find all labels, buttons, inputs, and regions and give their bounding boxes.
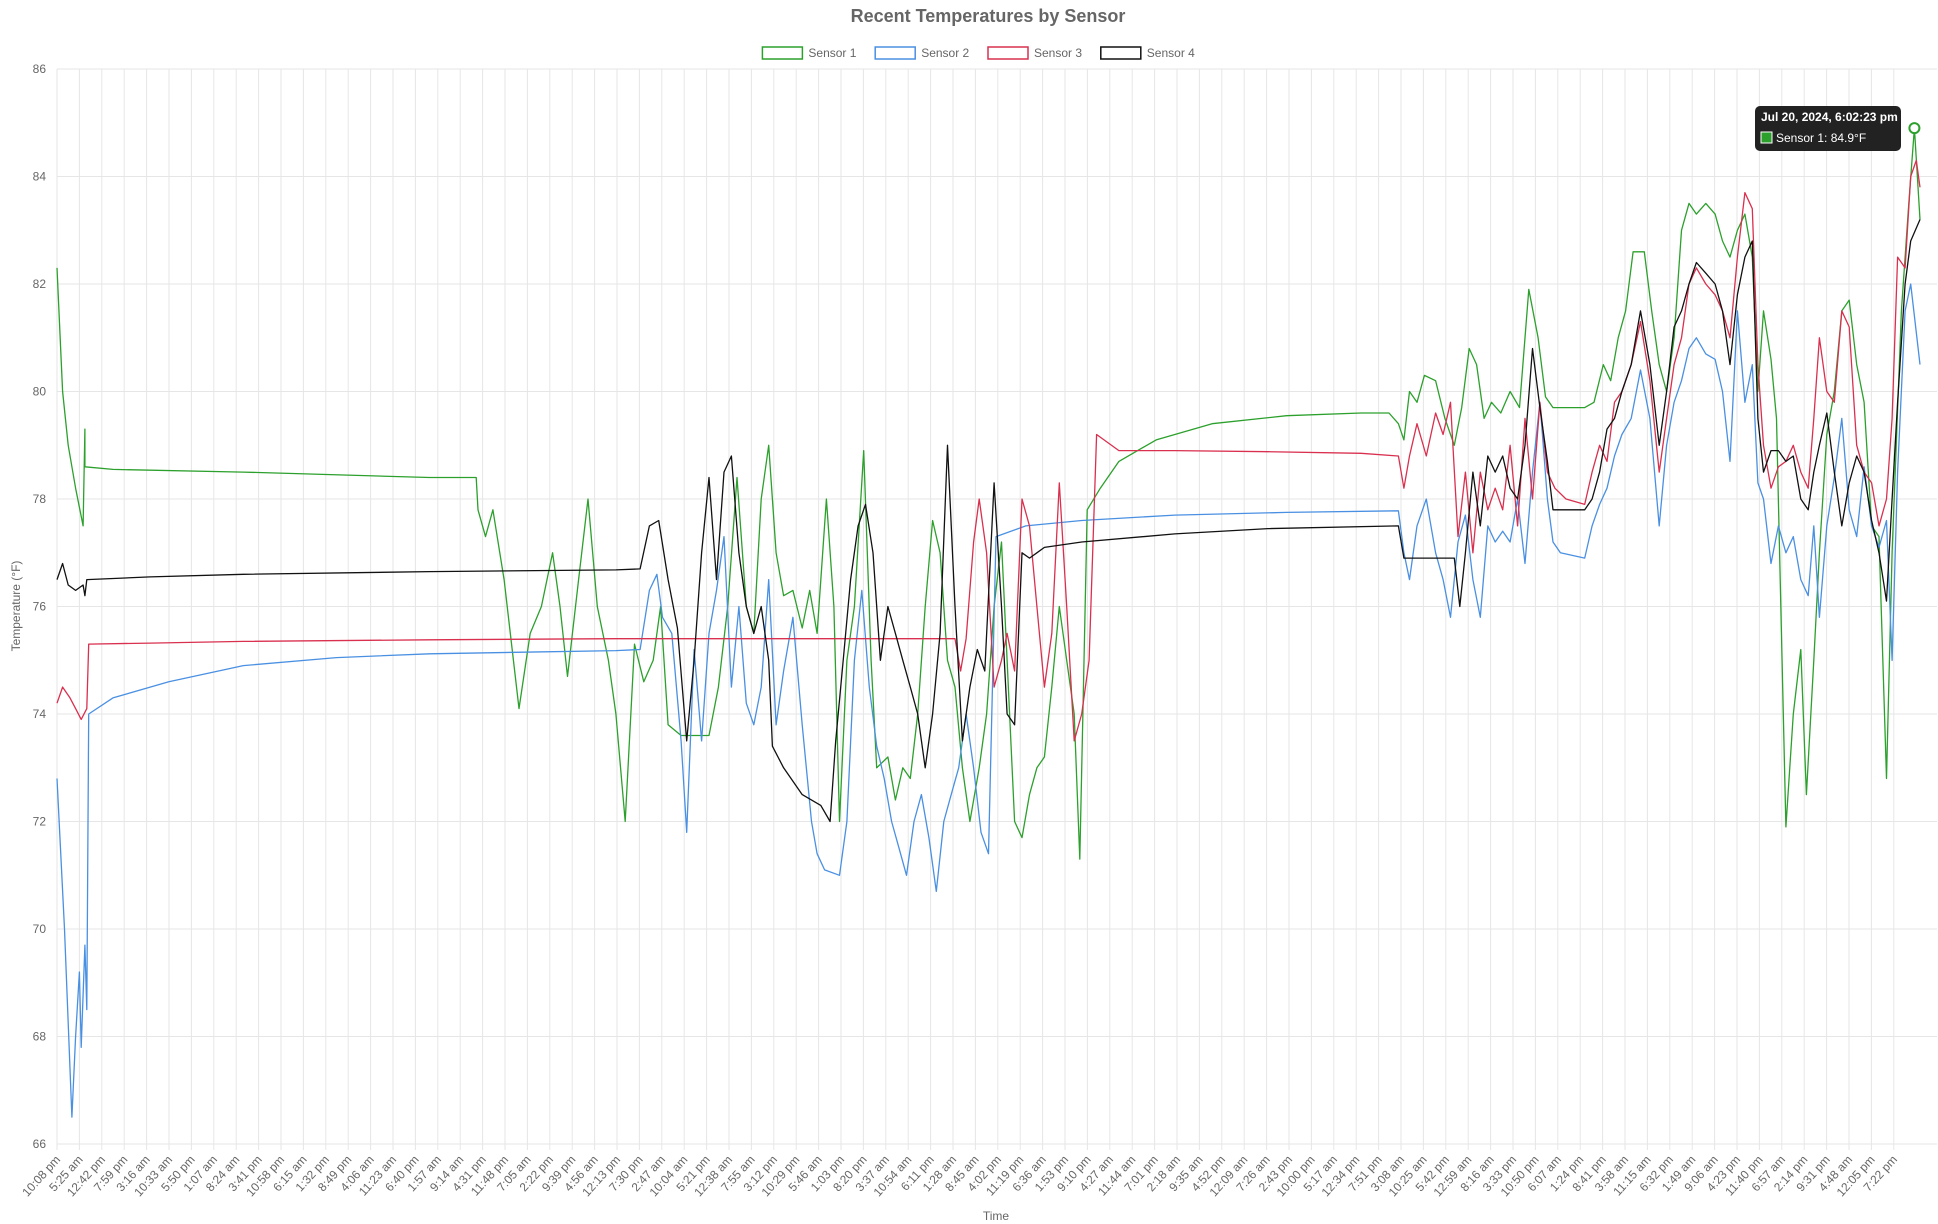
y-tick-label: 68 xyxy=(33,1030,47,1044)
series-line-sensor-3[interactable] xyxy=(56,159,1921,742)
legend[interactable]: Sensor 1 Sensor 2 Sensor 3 Sensor 4 xyxy=(761,46,1195,60)
tooltip-value: Sensor 1: 84.9°F xyxy=(1776,131,1866,145)
series-line-sensor-4[interactable] xyxy=(56,219,1921,823)
chart-title: Recent Temperatures by Sensor xyxy=(851,6,1126,26)
legend-label: Sensor 4 xyxy=(1147,46,1195,60)
legend-item-sensor-4[interactable]: Sensor 4 xyxy=(1100,46,1195,60)
tooltip-title: Jul 20, 2024, 6:02:23 pm xyxy=(1761,110,1898,124)
y-axis-title: Temperature (°F) xyxy=(9,561,23,652)
y-tick-label: 78 xyxy=(33,492,47,506)
y-tick-label: 74 xyxy=(33,707,47,721)
y-tick-label: 72 xyxy=(33,815,47,829)
series-line-sensor-2[interactable] xyxy=(56,283,1921,1118)
tooltip-box xyxy=(1755,106,1901,151)
tooltip: Jul 20, 2024, 6:02:23 pm Sensor 1: 84.9°… xyxy=(1755,106,1921,151)
legend-swatch xyxy=(987,46,1029,60)
legend-item-sensor-1[interactable]: Sensor 1 xyxy=(761,46,857,60)
legend-item-sensor-3[interactable]: Sensor 3 xyxy=(987,46,1082,60)
y-axis-ticks: 66 68 70 72 74 76 78 80 82 84 86 xyxy=(33,62,47,1151)
legend-swatch xyxy=(761,46,804,60)
y-tick-label: 66 xyxy=(33,1137,47,1151)
grid-lines xyxy=(56,68,1937,1150)
y-tick-label: 70 xyxy=(33,922,47,936)
y-tick-label: 84 xyxy=(33,170,47,184)
y-tick-label: 82 xyxy=(33,277,47,291)
legend-item-sensor-2[interactable]: Sensor 2 xyxy=(874,46,970,60)
tooltip-swatch xyxy=(1760,131,1773,144)
legend-swatch xyxy=(1100,46,1142,60)
x-axis-title: Time xyxy=(983,1209,1010,1223)
legend-label: Sensor 1 xyxy=(808,46,856,60)
legend-swatch xyxy=(874,46,916,60)
y-tick-label: 86 xyxy=(33,62,47,76)
series-lines[interactable] xyxy=(56,127,1921,1118)
legend-label: Sensor 3 xyxy=(1034,46,1082,60)
y-tick-label: 76 xyxy=(33,600,47,614)
y-tick-label: 80 xyxy=(33,385,47,399)
legend-label: Sensor 2 xyxy=(921,46,969,60)
series-line-sensor-1[interactable] xyxy=(56,127,1921,860)
hovered-data-point[interactable] xyxy=(1908,122,1921,135)
